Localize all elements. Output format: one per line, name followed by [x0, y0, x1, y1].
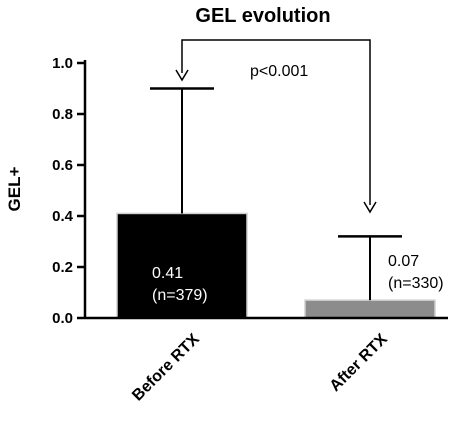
chart-title: GEL evolution: [195, 5, 330, 27]
y-tick-label: 0.6: [52, 157, 73, 174]
bar-value-label: 0.41: [152, 265, 183, 282]
significance-bracket: [175, 39, 377, 214]
arrow-down-icon: [175, 69, 189, 82]
y-tick-label: 0.4: [52, 208, 74, 225]
bar-labels: 0.41 (n=379) 0.07 (n=330): [152, 253, 444, 304]
error-bars: [150, 87, 402, 301]
x-category-label: After RTX: [327, 331, 391, 395]
x-category-label: Before RTX: [129, 331, 203, 405]
y-tick-label: 0.8: [52, 106, 73, 123]
y-tick-label: 1.0: [52, 55, 73, 72]
bar: [304, 299, 436, 319]
y-tick-label: 0.2: [52, 259, 73, 276]
y-tick-label: 0.0: [52, 310, 73, 327]
significance-label: p<0.001: [250, 63, 308, 80]
bar-n-label: (n=330): [388, 275, 444, 292]
bar-value-label: 0.07: [388, 253, 419, 270]
bar-n-label: (n=379): [152, 287, 208, 304]
y-axis-ticks: 0.0 0.2 0.4 0.6 0.8 1.0: [52, 55, 85, 327]
category-labels: Before RTX After RTX: [129, 331, 391, 405]
arrow-down-icon: [363, 201, 377, 214]
y-axis-label: GEL+: [5, 166, 24, 211]
